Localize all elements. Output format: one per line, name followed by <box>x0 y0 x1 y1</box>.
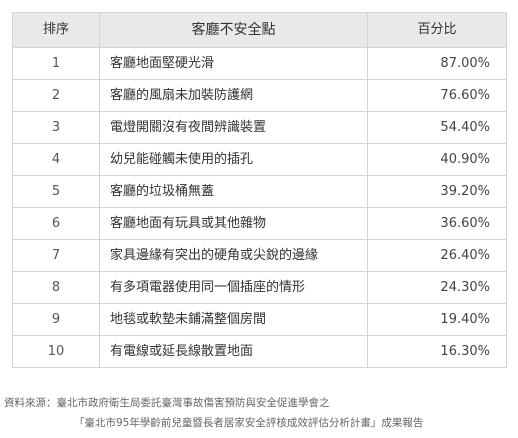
rank-cell: 7 <box>12 239 100 272</box>
percent-cell: 87.00% <box>367 47 507 80</box>
rank-cell: 6 <box>12 207 100 240</box>
safety-table-container: 排序 客廳不安全點 百分比 1 客廳地面堅硬光滑 87.00% 2 客廳的風扇未… <box>12 12 507 368</box>
table-row: 6 客廳地面有玩具或其他雜物 36.60% <box>12 207 507 240</box>
table-row: 4 幼兒能碰觸未使用的插孔 40.90% <box>12 143 507 176</box>
hazard-cell: 客廳的風扇未加裝防護網 <box>99 79 368 112</box>
hazard-cell: 電燈開關沒有夜間辨識裝置 <box>99 111 368 144</box>
hazard-cell: 地毯或軟墊未鋪滿整個房間 <box>99 303 368 336</box>
table-row: 1 客廳地面堅硬光滑 87.00% <box>12 47 507 80</box>
source-note: 資料來源：臺北市政府衛生局委託臺灣事故傷害預防與安全促進學會之 「臺北市95年學… <box>4 393 514 433</box>
hazard-cell: 客廳地面有玩具或其他雜物 <box>99 207 368 240</box>
hazard-cell: 客廳的垃圾桶無蓋 <box>99 175 368 208</box>
table-row: 2 客廳的風扇未加裝防護網 76.60% <box>12 79 507 112</box>
percent-cell: 19.40% <box>367 303 507 336</box>
header-percent: 百分比 <box>367 12 507 48</box>
header-rank: 排序 <box>12 12 100 48</box>
header-hazard: 客廳不安全點 <box>99 12 368 48</box>
percent-cell: 54.40% <box>367 111 507 144</box>
rank-cell: 10 <box>12 335 100 368</box>
hazard-cell: 家具邊緣有突出的硬角或尖銳的邊緣 <box>99 239 368 272</box>
source-line-1: 資料來源：臺北市政府衛生局委託臺灣事故傷害預防與安全促進學會之 <box>4 397 330 409</box>
rank-cell: 8 <box>12 271 100 304</box>
percent-cell: 26.40% <box>367 239 507 272</box>
percent-cell: 24.30% <box>367 271 507 304</box>
percent-cell: 76.60% <box>367 79 507 112</box>
table-row: 9 地毯或軟墊未鋪滿整個房間 19.40% <box>12 303 507 336</box>
percent-cell: 36.60% <box>367 207 507 240</box>
percent-cell: 39.20% <box>367 175 507 208</box>
table-row: 3 電燈開關沒有夜間辨識裝置 54.40% <box>12 111 507 144</box>
table-header: 排序 客廳不安全點 百分比 <box>12 12 507 48</box>
rank-cell: 3 <box>12 111 100 144</box>
table-row: 7 家具邊緣有突出的硬角或尖銳的邊緣 26.40% <box>12 239 507 272</box>
rank-cell: 5 <box>12 175 100 208</box>
header-row: 排序 客廳不安全點 百分比 <box>12 12 507 48</box>
table-row: 10 有電線或延長線散置地面 16.30% <box>12 335 507 368</box>
table-row: 8 有多項電器使用同一個插座的情形 24.30% <box>12 271 507 304</box>
hazard-cell: 有多項電器使用同一個插座的情形 <box>99 271 368 304</box>
source-line-2: 「臺北市95年學齡前兒童暨長者居家安全評核成效評估分析計畫」成果報告 <box>74 417 424 429</box>
percent-cell: 16.30% <box>367 335 507 368</box>
rank-cell: 2 <box>12 79 100 112</box>
rank-cell: 4 <box>12 143 100 176</box>
hazard-cell: 客廳地面堅硬光滑 <box>99 47 368 80</box>
rank-cell: 1 <box>12 47 100 80</box>
living-room-hazard-table: 排序 客廳不安全點 百分比 1 客廳地面堅硬光滑 87.00% 2 客廳的風扇未… <box>12 12 507 368</box>
percent-cell: 40.90% <box>367 143 507 176</box>
hazard-cell: 幼兒能碰觸未使用的插孔 <box>99 143 368 176</box>
table-body: 1 客廳地面堅硬光滑 87.00% 2 客廳的風扇未加裝防護網 76.60% 3… <box>12 47 507 368</box>
rank-cell: 9 <box>12 303 100 336</box>
hazard-cell: 有電線或延長線散置地面 <box>99 335 368 368</box>
table-row: 5 客廳的垃圾桶無蓋 39.20% <box>12 175 507 208</box>
